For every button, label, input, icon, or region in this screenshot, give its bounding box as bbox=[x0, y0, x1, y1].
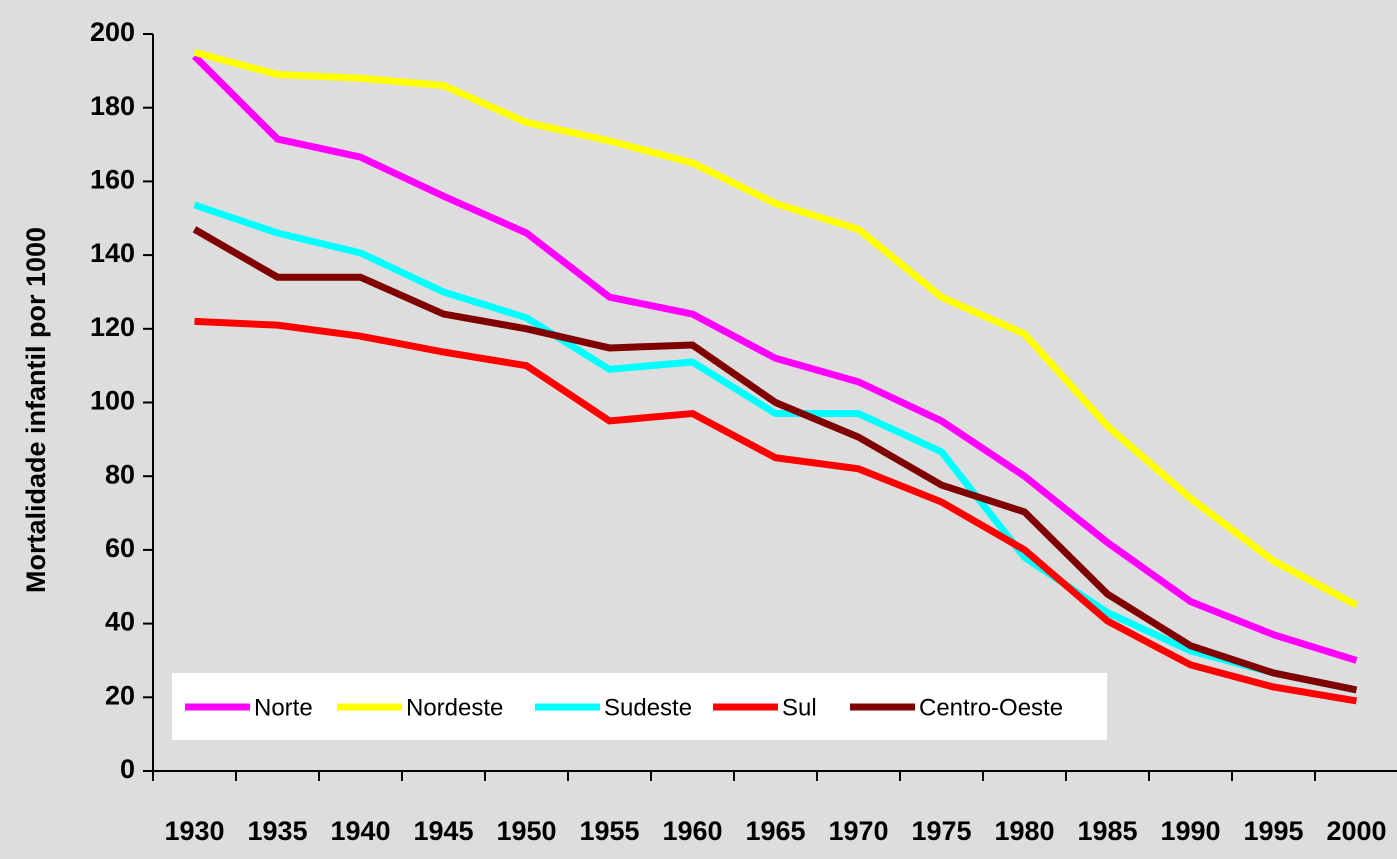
legend-label: Centro-Oeste bbox=[919, 694, 1063, 721]
y-tick-label: 180 bbox=[90, 91, 135, 121]
x-tick-label: 1980 bbox=[994, 816, 1054, 846]
y-tick-label: 120 bbox=[90, 312, 135, 342]
x-tick-label: 1955 bbox=[579, 816, 639, 846]
x-tick-label: 1970 bbox=[828, 816, 888, 846]
y-tick-label: 20 bbox=[105, 680, 135, 710]
series-line bbox=[192, 226, 1358, 694]
x-tick-label: 1990 bbox=[1160, 816, 1220, 846]
x-tick-label: 1960 bbox=[662, 816, 722, 846]
x-tick-label: 1945 bbox=[413, 816, 473, 846]
series-line bbox=[192, 53, 1358, 664]
x-tick-label: 1935 bbox=[247, 816, 307, 846]
x-tick-label: 1965 bbox=[745, 816, 805, 846]
x-tick-label: 1985 bbox=[1077, 816, 1137, 846]
y-axis-label: Mortalidade infantil por 1000 bbox=[21, 227, 51, 593]
legend-label: Norte bbox=[254, 694, 313, 721]
x-tick-label: 1930 bbox=[164, 816, 224, 846]
y-tick-label: 40 bbox=[105, 607, 135, 637]
series-line bbox=[193, 201, 1358, 694]
legend-label: Sudeste bbox=[604, 694, 692, 721]
legend-label: Nordeste bbox=[406, 694, 503, 721]
x-tick-label: 1950 bbox=[496, 816, 556, 846]
y-tick-label: 200 bbox=[90, 17, 135, 47]
x-tick-label: 1940 bbox=[330, 816, 390, 846]
legend-box bbox=[172, 673, 1107, 740]
y-tick-label: 160 bbox=[90, 165, 135, 195]
x-tick-label: 2000 bbox=[1326, 816, 1386, 846]
legend-label: Sul bbox=[782, 694, 817, 721]
y-tick-label: 100 bbox=[90, 386, 135, 416]
series-line bbox=[193, 49, 1359, 609]
y-tick-label: 60 bbox=[105, 533, 135, 563]
x-tick-label: 1995 bbox=[1243, 816, 1303, 846]
y-tick-label: 80 bbox=[105, 459, 135, 489]
x-tick-label: 1975 bbox=[911, 816, 971, 846]
series-line bbox=[194, 317, 1358, 705]
y-tick-label: 140 bbox=[90, 238, 135, 268]
y-tick-label: 0 bbox=[120, 754, 135, 784]
